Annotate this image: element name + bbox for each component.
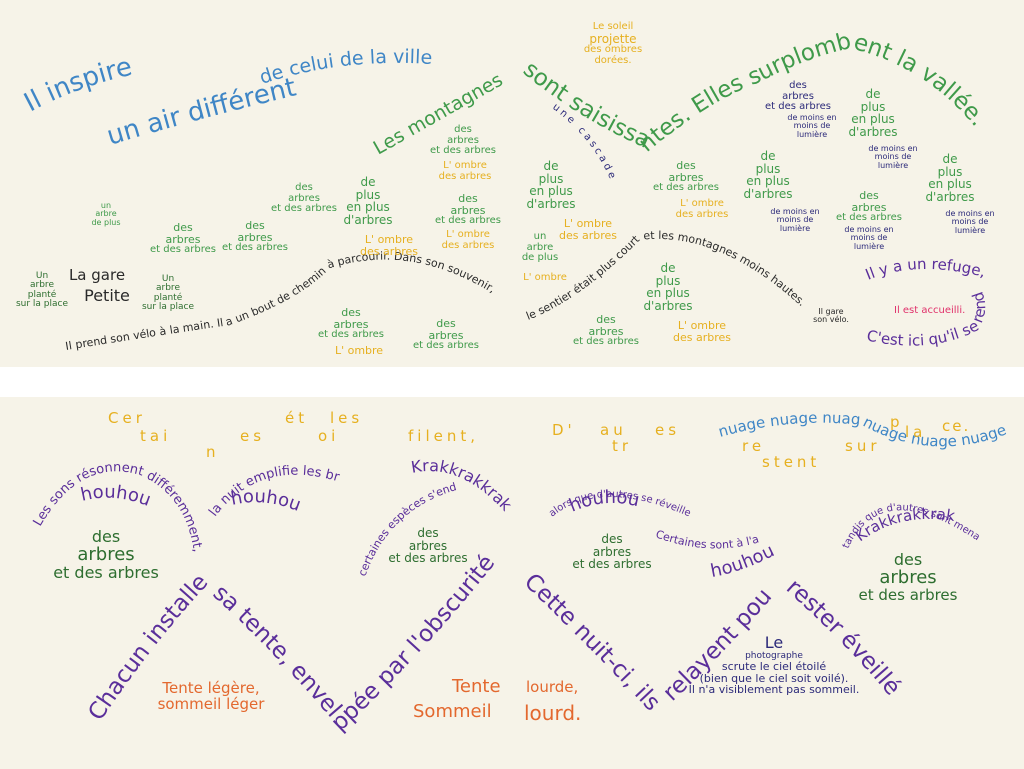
ombre-small: L' ombre xyxy=(523,272,567,283)
scatter-word: n xyxy=(206,443,216,461)
gare-title: La gare xyxy=(68,266,126,284)
scatter-word: re xyxy=(742,437,766,455)
scatter-word: filent, xyxy=(408,427,480,445)
lumiere-block: de moins en moins de lumière xyxy=(868,144,918,170)
text-tente: sa tente, envelo xyxy=(0,397,346,722)
top-panel: Il inspire un air différent de celui de … xyxy=(0,0,1024,367)
lumiere-block: de moins en moins de lumière xyxy=(787,113,837,139)
scatter-word: Cer xyxy=(108,409,146,427)
text-houhou-2: houhou xyxy=(229,486,304,516)
ombre-cluster: L' ombre des arbres xyxy=(675,198,729,220)
un-arbre-2: un arbre de plus xyxy=(521,231,559,263)
scatter-word: es xyxy=(240,427,266,445)
ombre-small: L' ombre xyxy=(334,344,384,357)
tente-legere: Tente légère, sommeil léger xyxy=(157,679,265,713)
tente-lourde-word: Tente xyxy=(452,676,501,697)
tente-lourde-word: lourd. xyxy=(524,701,582,725)
tente-lourde-word: lourde, xyxy=(526,678,579,696)
plus-arbres: de plus en plus d'arbres xyxy=(743,149,793,201)
text-refuge-1: Il y a un refuge, xyxy=(863,255,988,284)
bottom-panel: Les sons résonnent différemment, houhou … xyxy=(0,397,1024,769)
arbres-big-1: des arbres et des arbres xyxy=(53,527,159,582)
ombre-cluster: L' ombre des arbres xyxy=(672,319,732,344)
arbres-cluster: des arbres et des arbres xyxy=(573,313,639,348)
un-arbre-1: un arbre de plus xyxy=(91,201,121,227)
arbres-cluster: des arbres et des arbres xyxy=(836,189,902,224)
text-inspire-1: Il inspire xyxy=(19,52,135,118)
arbres-cluster: des arbres et des arbres xyxy=(271,182,337,214)
scatter-word: ét xyxy=(285,409,309,427)
arbres-small-1: des arbres et des arbres xyxy=(388,526,468,566)
tente-lourde-word: Sommeil xyxy=(413,701,492,722)
scatter-word: la xyxy=(905,423,927,441)
soleil-line: Le soleil xyxy=(592,21,634,32)
gare-velo: Il gare son vélo. xyxy=(813,307,849,325)
soleil-block: Le soleil projette des ombres dorées. xyxy=(583,21,643,66)
arbres-cluster: des arbres et des arbres xyxy=(413,317,479,352)
scatter-word: stent xyxy=(762,453,821,471)
lumiere-block: de moins en moins de lumière xyxy=(770,207,820,233)
arbres-small-2: des arbres et des arbres xyxy=(572,532,652,572)
arbres-cluster: des arbres et des arbres xyxy=(430,124,496,156)
scatter-word: ce. xyxy=(942,417,971,435)
ombre-cluster: L' ombre des arbres xyxy=(558,217,618,242)
soleil-line: des ombres xyxy=(583,44,643,56)
scatter-word: oi xyxy=(318,427,340,445)
plus-arbres: de plus en plus d'arbres xyxy=(343,175,393,227)
ombre-cluster: L' ombre des arbres xyxy=(438,160,492,182)
ombre-cluster: L' ombre des arbres xyxy=(441,229,495,251)
scatter-word: au xyxy=(600,421,627,439)
arbres-cluster: des arbres et des arbres xyxy=(222,219,288,254)
soleil-line: dorées. xyxy=(594,54,632,66)
arbres-cluster: des arbres et des arbres xyxy=(765,80,831,112)
text-nuage-2: nuage nuage nuage xyxy=(860,413,1008,451)
bottom-curved-text-layer: Les sons résonnent différemment, houhou … xyxy=(0,397,1009,736)
ombre-cluster: L' ombre des arbres xyxy=(359,233,419,258)
plus-arbres: de plus en plus d'arbres xyxy=(925,152,975,204)
soleil-line: projette xyxy=(589,31,637,46)
plus-arbres: de plus en plus d'arbres xyxy=(848,87,898,139)
text-krak-1: Krakkrakkrak xyxy=(410,456,517,515)
arbres-cluster: des arbres et des arbres xyxy=(318,306,384,341)
lumiere-block: de moins en moins de lumière xyxy=(844,225,894,251)
accueilli-text: Il est accueilli. xyxy=(894,305,966,316)
scatter-word: es xyxy=(655,421,681,439)
text-krak-2: Krakkrakkrak xyxy=(852,505,956,545)
arbre-plante-1: Un arbre planté sur la place xyxy=(15,271,69,310)
text-houhou-1: houhou xyxy=(79,482,154,511)
photographe-block: Le photographe scrute le ciel étoilé (bi… xyxy=(688,633,860,697)
scatter-word: tr xyxy=(612,437,633,455)
scatter-word: tai xyxy=(140,427,172,445)
scatter-word: p xyxy=(890,413,900,431)
scatter-word: les xyxy=(330,409,364,427)
arbres-cluster: des arbres et des arbres xyxy=(435,192,501,227)
plus-arbres: de plus en plus d'arbres xyxy=(526,159,576,211)
lumiere-block: de moins en moins de lumière xyxy=(945,209,995,235)
scatter-word: D' xyxy=(552,421,576,439)
gare-petite: Petite xyxy=(84,286,130,305)
arbres-cluster: des arbres et des arbres xyxy=(150,221,216,256)
arbres-cluster: des arbres et des arbres xyxy=(653,159,719,194)
plus-arbres: de plus en plus d'arbres xyxy=(643,261,693,313)
top-curved-text-layer: Il inspire un air différent de celui de … xyxy=(0,0,991,353)
arbre-plante-2: Un arbre planté sur la place xyxy=(141,274,195,313)
arbres-big-2: des arbres et des arbres xyxy=(858,550,958,604)
scatter-word: sur xyxy=(845,437,881,455)
